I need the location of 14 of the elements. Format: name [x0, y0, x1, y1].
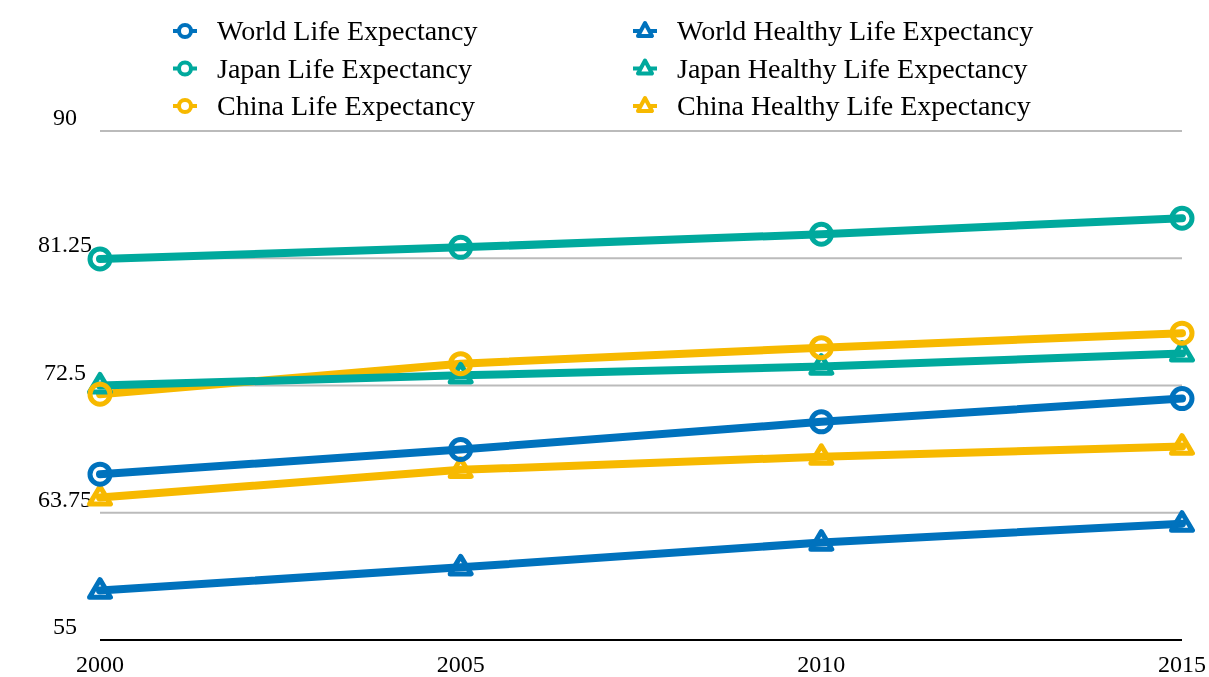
y-tick-label: 81.25	[38, 231, 92, 258]
y-tick-label: 90	[53, 104, 77, 130]
x-tick-label: 2005	[436, 651, 485, 677]
legend-label: China Life Expectancy	[217, 90, 476, 121]
x-tick-label: 2015	[1158, 651, 1206, 677]
legend-label: Japan Healthy Life Expectancy	[677, 52, 1028, 84]
x-tick-label: 2000	[76, 651, 124, 677]
legend-label: World Life Expectancy	[217, 15, 478, 46]
x-tick-label: 2010	[797, 651, 846, 677]
y-tick-label: 72.5	[44, 358, 86, 385]
legend-label: Japan Life Expectancy	[217, 52, 472, 84]
legend-label: China Healthy Life Expectancy	[677, 90, 1031, 121]
y-tick-label: 55	[53, 613, 77, 639]
legend-label: World Healthy Life Expectancy	[677, 15, 1034, 46]
